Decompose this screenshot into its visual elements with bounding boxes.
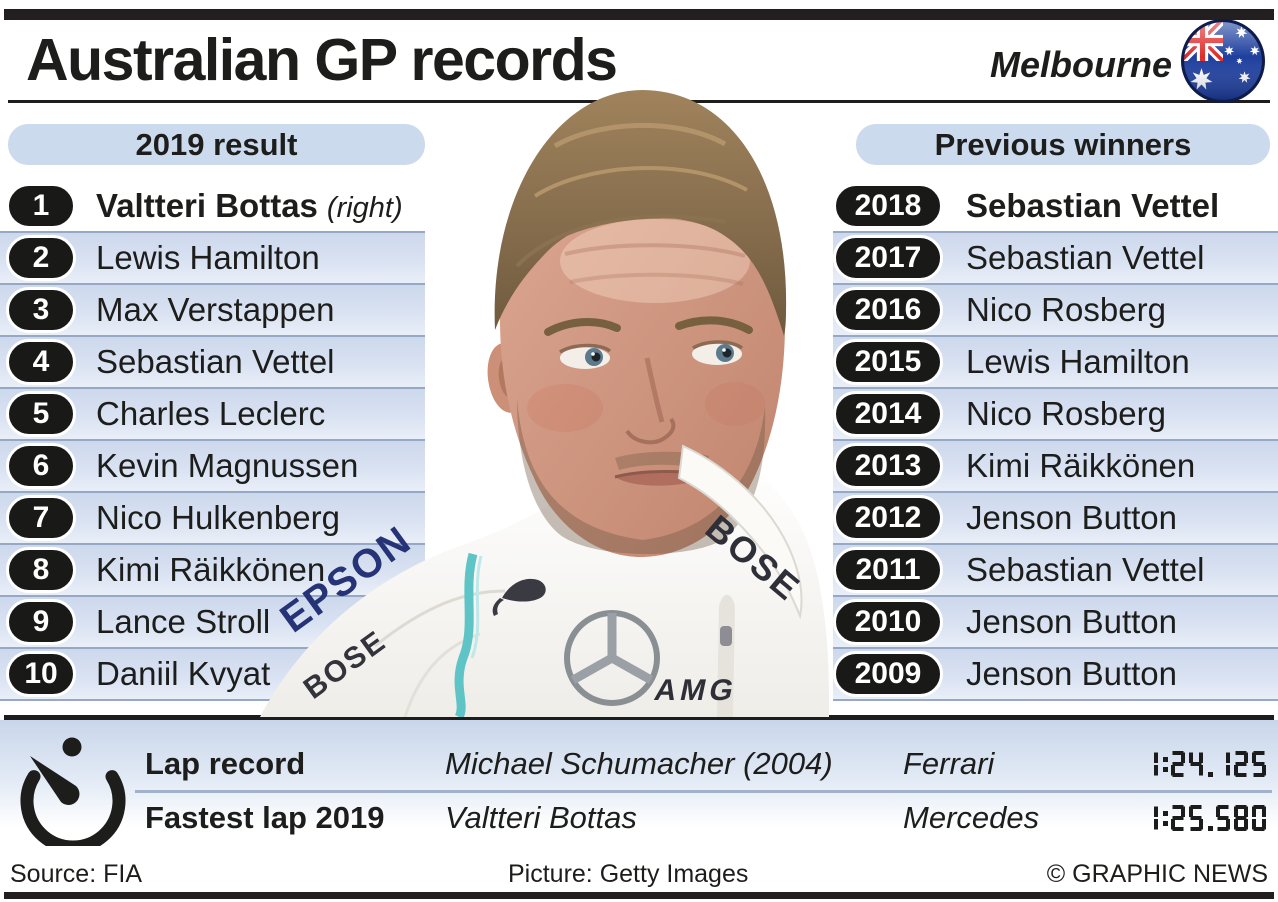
result-row: 2 Lewis Hamilton [0,233,425,285]
picture-credit: Picture: Getty Images [508,860,749,888]
copyright-credit: © GRAPHIC NEWS [1046,860,1268,888]
rank-badge: 6 [6,443,76,489]
driver-name: Charles Leclerc [96,395,326,432]
record-label: Fastest lap 2019 [145,800,385,835]
right-list-heading: Previous winners [856,124,1270,165]
winner-name: Lewis Hamilton [966,343,1190,380]
bottom-rule-bar [4,892,1274,899]
winner-name: Jenson Button [966,655,1177,692]
rank-badge: 10 [6,651,76,697]
winner-name: Jenson Button [966,499,1177,536]
winner-row: 2018 Sebastian Vettel [833,181,1278,233]
result-row: 5 Charles Leclerc [0,389,425,441]
record-team: Mercedes [903,800,1040,835]
year-badge: 2011 [833,547,943,593]
year-badge: 2014 [833,391,943,437]
winner-row: 2015 Lewis Hamilton [833,337,1278,389]
rank-badge: 8 [6,547,76,593]
driver-name: Kevin Magnussen [96,447,359,484]
year-badge: 2018 [833,183,943,229]
year-badge: 2013 [833,443,943,489]
winner-name: Nico Rosberg [966,395,1166,432]
winner-row: 2009 Jenson Button [833,649,1278,701]
result-row: 7 Nico Hulkenberg [0,493,425,545]
driver-name: Valtteri Bottas (right) [96,187,403,224]
year-badge: 2012 [833,495,943,541]
lap-record-row: Lap record Michael Schumacher (2004) Fer… [0,740,1278,788]
year-badge: 2017 [833,235,943,281]
winner-row: 2017 Sebastian Vettel [833,233,1278,285]
year-badge: 2010 [833,599,943,645]
record-driver: Valtteri Bottas [445,800,637,835]
driver-name: Lance Stroll [96,603,271,640]
rank-badge: 9 [6,599,76,645]
driver-name: Daniil Kvyat [96,655,271,692]
winner-name: Nico Rosberg [966,291,1166,328]
photo-pointer-note: (right) [326,192,403,224]
location-label: Melbourne [989,44,1172,85]
year-badge: 2009 [833,651,943,697]
record-row-divider [135,790,1272,793]
winner-name: Sebastian Vettel [966,239,1205,276]
stopwatch-icon [20,737,126,846]
winner-name: Sebastian Vettel [966,187,1220,224]
rank-badge: 1 [6,183,76,229]
driver-name: Max Verstappen [96,291,335,328]
winner-row: 2011 Sebastian Vettel [833,545,1278,597]
lap-records-panel: Lap record Michael Schumacher (2004) Fer… [0,720,1278,852]
record-team: Ferrari [903,746,995,781]
year-badge: 2015 [833,339,943,385]
result-row: 3 Max Verstappen [0,285,425,337]
rank-badge: 2 [6,235,76,281]
winner-row: 2012 Jenson Button [833,493,1278,545]
result-row: 8 Kimi Räikkönen [0,545,425,597]
driver-photo: BOSE EPSON BOSE AMG [260,90,830,717]
record-time-digital [1144,740,1270,788]
page-title: Australian GP records [26,27,618,93]
driver-name: Sebastian Vettel [96,343,335,380]
winner-row: 2016 Nico Rosberg [833,285,1278,337]
year-badge: 2016 [833,287,943,333]
record-time-digital [1144,794,1270,842]
logo-amg: AMG [652,674,741,707]
rank-badge: 7 [6,495,76,541]
lap-record-row: Fastest lap 2019 Valtteri Bottas Mercede… [0,794,1278,842]
result-row: 1 Valtteri Bottas (right) [0,181,425,233]
section-divider [4,715,1274,720]
result-row: 4 Sebastian Vettel [0,337,425,389]
result-row: 6 Kevin Magnussen [0,441,425,493]
driver-name: Lewis Hamilton [96,239,320,276]
winners-list: 2018 Sebastian Vettel 2017 Sebastian Vet… [833,181,1278,701]
winner-name: Jenson Button [966,603,1177,640]
winner-row: 2014 Nico Rosberg [833,389,1278,441]
australia-flag-icon [1181,19,1265,103]
winner-row: 2013 Kimi Räikkönen [833,441,1278,493]
driver-name: Kimi Räikkönen [96,551,326,588]
rank-badge: 5 [6,391,76,437]
top-rule-bar [4,9,1274,20]
left-list-heading: 2019 result [8,124,425,165]
record-driver: Michael Schumacher (2004) [445,746,833,781]
winner-row: 2010 Jenson Button [833,597,1278,649]
winner-name: Sebastian Vettel [966,551,1205,588]
source-credit: Source: FIA [10,860,142,888]
portrait-group: BOSE EPSON BOSE AMG [260,90,830,717]
record-label: Lap record [145,746,306,781]
rank-badge: 3 [6,287,76,333]
driver-name: Nico Hulkenberg [96,499,340,536]
winner-name: Kimi Räikkönen [966,447,1196,484]
rank-badge: 4 [6,339,76,385]
